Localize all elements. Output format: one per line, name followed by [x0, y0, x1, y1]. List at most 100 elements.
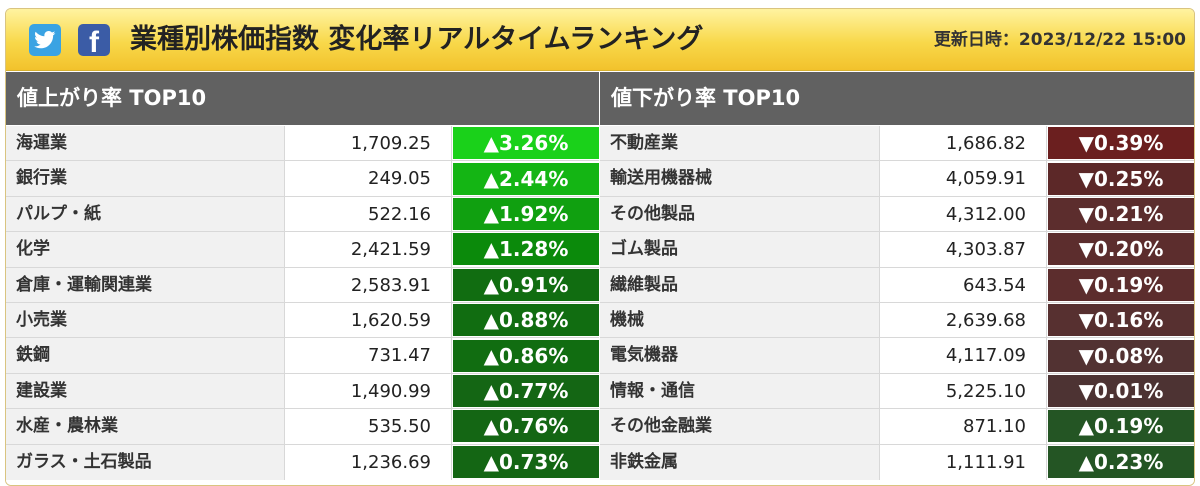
change-rate-badge: ▼0.20% — [1048, 233, 1194, 266]
sector-name: 不動産業 — [600, 126, 880, 161]
sector-name: その他製品 — [600, 196, 880, 232]
table-row: 海運業 1,709.25 ▲3.26% — [6, 126, 599, 162]
index-value: 522.16 — [285, 196, 452, 232]
change-rate-badge: ▲1.92% — [453, 197, 599, 230]
index-value: 1,111.91 — [880, 444, 1047, 480]
losers-heading: 値下がり率 TOP10 — [600, 72, 1194, 125]
rate-cell: ▲0.91% — [452, 268, 599, 302]
sector-name: その他金融業 — [600, 409, 880, 444]
sector-name: 倉庫・運輸関連業 — [6, 267, 286, 302]
table-row: 繊維製品 643.54 ▼0.19% — [600, 267, 1194, 303]
index-value: 871.10 — [880, 409, 1047, 444]
change-rate-badge: ▼0.25% — [1048, 162, 1194, 195]
table-row: その他製品 4,312.00 ▼0.21% — [600, 196, 1194, 233]
index-value: 1,620.59 — [285, 302, 452, 338]
rate-cell: ▲0.73% — [452, 445, 599, 480]
twitter-share-button[interactable] — [29, 24, 61, 56]
change-rate-badge: ▼0.21% — [1048, 197, 1194, 230]
index-value: 1,686.82 — [880, 126, 1047, 161]
sector-name: 化学 — [6, 232, 286, 267]
change-rate-badge: ▼0.08% — [1048, 339, 1194, 372]
gainers-panel: 値上がり率 TOP10 海運業 1,709.25 ▲3.26% 銀行業 249.05 ▲2… — [6, 72, 599, 485]
rate-cell: ▲0.76% — [452, 409, 599, 443]
index-value: 643.54 — [880, 267, 1047, 302]
sector-name: 電気機器 — [600, 338, 880, 373]
sector-name: 鉄鋼 — [6, 338, 286, 373]
index-value: 4,303.87 — [880, 232, 1047, 267]
rate-cell: ▼0.25% — [1047, 161, 1194, 195]
index-value: 1,490.99 — [285, 373, 452, 409]
sector-name: 建設業 — [6, 373, 286, 409]
sector-name: ゴム製品 — [600, 232, 880, 267]
sector-name: 海運業 — [6, 126, 286, 161]
gainers-table: 海運業 1,709.25 ▲3.26% 銀行業 249.05 ▲2.44% パルプ・紙 522… — [6, 126, 599, 480]
sector-name: 非鉄金属 — [600, 444, 880, 480]
rate-cell: ▲0.23% — [1047, 445, 1194, 480]
table-row: 機械 2,639.68 ▼0.16% — [600, 302, 1194, 339]
table-row: パルプ・紙 522.16 ▲1.92% — [6, 196, 599, 233]
ranking-widget: f 業種別株価指数 変化率リアルタイムランキング 更新日時：2023/12/22… — [5, 8, 1195, 486]
change-rate-badge: ▲0.88% — [453, 304, 599, 337]
rate-cell: ▼0.21% — [1047, 197, 1194, 231]
change-rate-badge: ▲0.86% — [453, 339, 599, 372]
sector-name: 銀行業 — [6, 161, 286, 196]
sector-name: 小売業 — [6, 302, 286, 338]
index-value: 535.50 — [285, 409, 452, 444]
rate-cell: ▲0.86% — [452, 338, 599, 372]
sector-name: 機械 — [600, 302, 880, 338]
change-rate-badge: ▲0.23% — [1048, 446, 1194, 479]
rate-cell: ▼0.01% — [1047, 374, 1194, 408]
table-row: ガラス・土石製品 1,236.69 ▲0.73% — [6, 444, 599, 480]
facebook-share-button[interactable]: f — [78, 24, 110, 59]
header-bar: f 業種別株価指数 変化率リアルタイムランキング 更新日時：2023/12/22… — [6, 9, 1194, 71]
page-title: 業種別株価指数 変化率リアルタイムランキング — [130, 24, 704, 55]
table-row: 建設業 1,490.99 ▲0.77% — [6, 373, 599, 410]
table-row: 電気機器 4,117.09 ▼0.08% — [600, 338, 1194, 374]
index-value: 4,059.91 — [880, 161, 1047, 196]
change-rate-badge: ▼0.01% — [1048, 374, 1194, 407]
rate-cell: ▲3.26% — [452, 126, 599, 160]
rate-cell: ▲0.19% — [1047, 409, 1194, 443]
table-row: 水産・農林業 535.50 ▲0.76% — [6, 409, 599, 445]
sector-name: 情報・通信 — [600, 373, 880, 409]
rate-cell: ▼0.16% — [1047, 303, 1194, 337]
losers-panel: 値下がり率 TOP10 不動産業 1,686.82 ▼0.39% 輸送用機器械 4,05… — [600, 72, 1194, 485]
index-value: 2,639.68 — [880, 302, 1047, 338]
change-rate-badge: ▲3.26% — [453, 127, 599, 160]
rate-cell: ▼0.19% — [1047, 268, 1194, 302]
table-row: 輸送用機器械 4,059.91 ▼0.25% — [600, 161, 1194, 197]
rate-cell: ▲0.77% — [452, 374, 599, 408]
rate-cell: ▲0.88% — [452, 303, 599, 337]
update-timestamp: 更新日時：2023/12/22 15:00 — [933, 30, 1186, 50]
change-rate-badge: ▼0.39% — [1048, 127, 1194, 160]
rate-cell: ▲1.92% — [452, 197, 599, 231]
table-row: 情報・通信 5,225.10 ▼0.01% — [600, 373, 1194, 410]
sector-name: 輸送用機器械 — [600, 161, 880, 196]
table-row: 不動産業 1,686.82 ▼0.39% — [600, 126, 1194, 162]
sector-name: 繊維製品 — [600, 267, 880, 302]
rate-cell: ▼0.39% — [1047, 126, 1194, 160]
index-value: 5,225.10 — [880, 373, 1047, 409]
change-rate-badge: ▲1.28% — [453, 233, 599, 266]
gainers-heading: 値上がり率 TOP10 — [6, 72, 599, 125]
index-value: 731.47 — [285, 338, 452, 373]
change-rate-badge: ▲0.91% — [453, 268, 599, 301]
table-row: その他金融業 871.10 ▲0.19% — [600, 409, 1194, 445]
change-rate-badge: ▲0.19% — [1048, 410, 1194, 443]
change-rate-badge: ▲0.76% — [453, 410, 599, 443]
change-rate-badge: ▼0.19% — [1048, 268, 1194, 301]
losers-table: 不動産業 1,686.82 ▼0.39% 輸送用機器械 4,059.91 ▼0.25% その… — [600, 126, 1194, 480]
change-rate-badge: ▲0.77% — [453, 374, 599, 407]
rate-cell: ▲1.28% — [452, 232, 599, 266]
index-value: 2,421.59 — [285, 232, 452, 267]
index-value: 4,117.09 — [880, 338, 1047, 373]
rate-cell: ▼0.20% — [1047, 232, 1194, 266]
index-value: 2,583.91 — [285, 267, 452, 302]
index-value: 1,709.25 — [285, 126, 452, 161]
table-row: 銀行業 249.05 ▲2.44% — [6, 161, 599, 197]
table-row: 鉄鋼 731.47 ▲0.86% — [6, 338, 599, 374]
index-value: 249.05 — [285, 161, 452, 196]
rate-cell: ▲2.44% — [452, 161, 599, 195]
rate-cell: ▼0.08% — [1047, 338, 1194, 372]
facebook-icon: f — [89, 26, 99, 59]
